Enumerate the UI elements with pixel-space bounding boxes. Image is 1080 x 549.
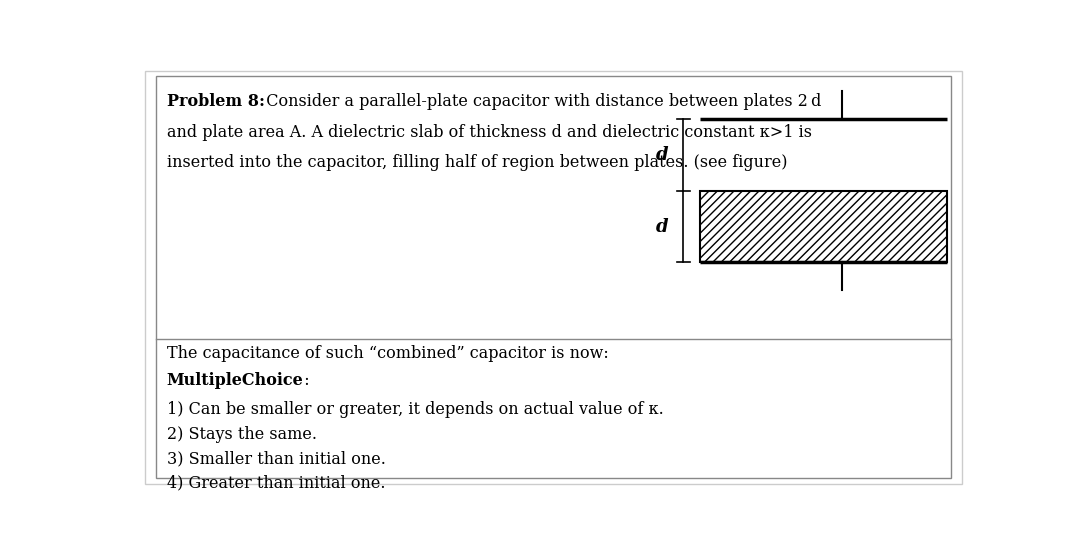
Text: d: d	[656, 145, 669, 164]
Text: 1) Can be smaller or greater, it depends on actual value of κ.: 1) Can be smaller or greater, it depends…	[166, 401, 663, 418]
Text: 2) Stays the same.: 2) Stays the same.	[166, 425, 316, 442]
Text: MultipleChoice: MultipleChoice	[166, 372, 303, 389]
Text: Problem 8:: Problem 8:	[166, 93, 265, 110]
Text: Consider a parallel-plate capacitor with distance between plates 2 d: Consider a parallel-plate capacitor with…	[256, 93, 822, 110]
Text: :: :	[294, 372, 310, 389]
Text: inserted into the capacitor, filling half of region between plates. (see figure): inserted into the capacitor, filling hal…	[166, 154, 787, 171]
Text: and plate area A. A dielectric slab of thickness d and dielectric constant κ>1 i: and plate area A. A dielectric slab of t…	[166, 124, 812, 141]
Text: 4) Greater than initial one.: 4) Greater than initial one.	[166, 475, 386, 492]
Text: 3) Smaller than initial one.: 3) Smaller than initial one.	[166, 450, 386, 467]
Bar	[700, 191, 947, 262]
Text: d: d	[656, 217, 669, 236]
Text: The capacitance of such “combined” capacitor is now:: The capacitance of such “combined” capac…	[166, 345, 608, 362]
